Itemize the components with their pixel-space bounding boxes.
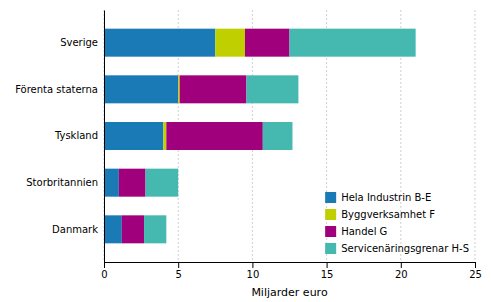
tick: 15 xyxy=(321,262,334,280)
bar xyxy=(263,122,293,150)
tick: Tyskland xyxy=(54,130,104,141)
bar xyxy=(178,75,179,103)
tick-mark xyxy=(327,262,328,268)
tick-label: Sverige xyxy=(60,37,98,48)
legend: Hela Industrin B-E Byggverksamhet F Handel… xyxy=(325,192,469,254)
tick-mark xyxy=(401,262,402,268)
chart: 0 5 10 15 20 25 Sverige Förenta staterna Tysklan… xyxy=(0,0,491,302)
bar xyxy=(146,169,179,197)
tick: Sverige xyxy=(60,37,104,48)
grid-line xyxy=(475,10,476,262)
axis-line xyxy=(104,11,105,263)
legend-item: Handel G xyxy=(325,226,387,237)
x-axis-title: Miljarder euro xyxy=(251,286,328,299)
legend-item: Servicenäringsgrenar H-S xyxy=(325,243,469,254)
tick-label: Tyskland xyxy=(54,130,98,141)
y-axis: Sverige Förenta staterna Tyskland Storbrita… xyxy=(15,11,104,263)
bar xyxy=(290,29,416,57)
tick: 20 xyxy=(395,262,408,280)
legend-label: Byggverksamhet F xyxy=(341,209,435,220)
tick-label: 10 xyxy=(247,269,260,280)
tick-label: 25 xyxy=(469,269,482,280)
bar xyxy=(119,169,146,197)
tick: Danmark xyxy=(52,224,104,235)
tick-mark xyxy=(104,262,105,268)
bar xyxy=(245,29,290,57)
legend-label: Hela Industrin B-E xyxy=(341,192,431,203)
tick: 10 xyxy=(247,262,260,280)
axis-line xyxy=(105,263,476,269)
tick-label: 0 xyxy=(101,269,107,280)
legend-swatch xyxy=(325,226,336,237)
bar xyxy=(180,75,247,103)
tick-mark xyxy=(475,262,476,268)
tick-label: Storbritannien xyxy=(26,177,98,188)
tick-mark xyxy=(252,262,253,268)
bar xyxy=(104,215,122,243)
bar xyxy=(166,122,262,150)
bar xyxy=(104,169,119,197)
tick-label: Danmark xyxy=(52,224,98,235)
plot: 0 5 10 15 20 25 Sverige Förenta staterna Tysklan… xyxy=(15,10,482,280)
bar xyxy=(215,29,245,57)
tick: 5 xyxy=(176,262,182,280)
tick-label: 5 xyxy=(176,269,182,280)
bar xyxy=(104,75,178,103)
legend-item: Byggverksamhet F xyxy=(325,209,435,220)
bar xyxy=(104,29,215,57)
legend-swatch xyxy=(325,192,336,203)
grid-line xyxy=(104,10,105,262)
tick: 25 xyxy=(469,262,482,280)
bar xyxy=(163,122,166,150)
tick-label: 20 xyxy=(395,269,408,280)
tick-mark xyxy=(178,262,179,268)
bar xyxy=(246,75,298,103)
legend-label: Servicenäringsgrenar H-S xyxy=(341,243,469,254)
grid xyxy=(104,10,475,262)
legend-swatch xyxy=(325,209,336,220)
bar xyxy=(122,215,144,243)
legend-item: Hela Industrin B-E xyxy=(325,192,431,203)
tick: Storbritannien xyxy=(26,177,104,188)
tick-label: 15 xyxy=(321,269,334,280)
legend-swatch xyxy=(325,243,336,254)
tick: Förenta staterna xyxy=(15,84,104,95)
x-axis: 0 5 10 15 20 25 xyxy=(101,262,482,280)
tick: 0 xyxy=(101,262,107,280)
bar xyxy=(144,215,166,243)
legend-label: Handel G xyxy=(341,226,387,237)
tick-label: Förenta staterna xyxy=(15,84,98,95)
bar xyxy=(104,122,163,150)
